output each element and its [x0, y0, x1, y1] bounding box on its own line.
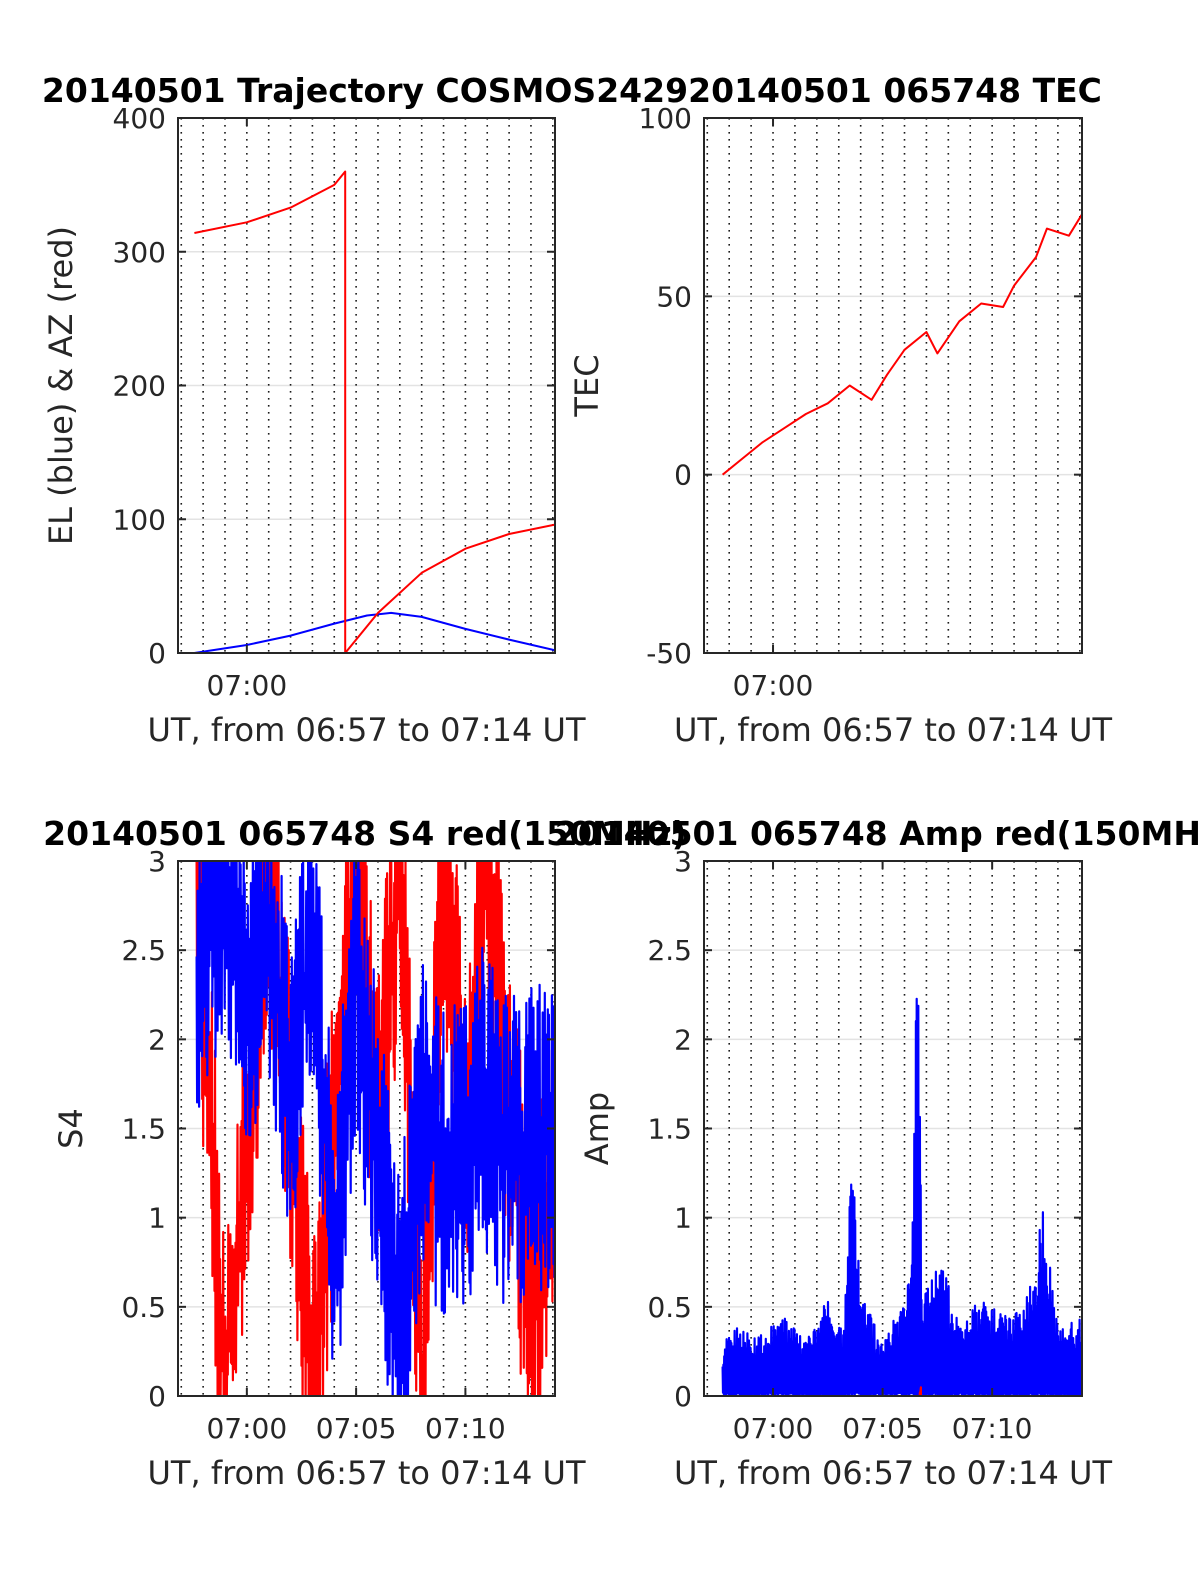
series-line-red-150mhz-: [918, 1386, 922, 1396]
y-tick-label: 400: [113, 102, 166, 135]
y-tick-label: 3: [674, 845, 692, 878]
y-tick-label: 2: [674, 1023, 692, 1056]
chart-title: 20140501 065748 S4 red(150MHz): [43, 814, 687, 853]
y-tick-label: 100: [113, 503, 166, 536]
y-tick-label: 1: [148, 1202, 166, 1235]
series-group: [721, 213, 1082, 476]
x-tick-label: 07:10: [952, 1412, 1033, 1445]
chart-panel-s4: 20140501 065748 S4 red(150MHz) 0 0.5 1 1.5 2 2…: [43, 814, 687, 1492]
x-tick-label: 07:05: [842, 1412, 923, 1445]
chart-panel-trajectory: 20140501 Trajectory COSMOS2429 0 100 200 300…: [42, 71, 688, 749]
series-line-tec: [721, 213, 1082, 476]
x-axis-label: UT, from 06:57 to 07:14 UT: [148, 1454, 586, 1492]
x-tick-label: 07:00: [733, 1412, 814, 1445]
series-group: [194, 170, 555, 653]
x-axis-label: UT, from 06:57 to 07:14 UT: [674, 711, 1112, 749]
y-tick-label: 0.5: [121, 1291, 166, 1324]
chart-title: 20140501 065748 TEC: [688, 71, 1102, 110]
series-group: [721, 997, 1082, 1396]
y-tick-label: 50: [656, 280, 692, 313]
x-tick-label: 07:05: [316, 1412, 397, 1445]
x-axis-label: UT, from 06:57 to 07:14 UT: [674, 1454, 1112, 1492]
x-tick-label: 07:00: [206, 1412, 287, 1445]
x-tick-label: 07:10: [425, 1412, 506, 1445]
chart-title: 20140501 065748 Amp red(150MHz): [555, 814, 1200, 853]
y-tick-label: 200: [113, 370, 166, 403]
y-tick-label: 300: [113, 236, 166, 269]
y-tick-label: 100: [639, 102, 692, 135]
x-tick-label: 07:00: [733, 669, 814, 702]
series-line-az: [194, 170, 555, 653]
plot-frame: [703, 117, 1083, 654]
y-tick-label: 0: [148, 637, 166, 670]
chart-panel-amp: 20140501 065748 Amp red(150MHz) 0 0.5 1 1.5 2…: [555, 814, 1200, 1492]
y-tick-label: 1.5: [647, 1113, 692, 1146]
series-group: [195, 861, 555, 1396]
series-line-el: [194, 611, 555, 653]
y-tick-label: 1: [674, 1202, 692, 1235]
y-tick-label: -50: [646, 637, 692, 670]
x-tick-label: 07:00: [206, 669, 287, 702]
y-tick-label: 3: [148, 845, 166, 878]
series-line-blue: [195, 861, 555, 1396]
y-tick-label: 2.5: [121, 934, 166, 967]
y-axis-label: TEC: [568, 354, 606, 417]
y-tick-label: 0.5: [647, 1291, 692, 1324]
y-tick-label: 0: [148, 1380, 166, 1413]
x-axis-label: UT, from 06:57 to 07:14 UT: [148, 711, 586, 749]
y-tick-label: 2.5: [647, 934, 692, 967]
chart-panel-tec: 20140501 065748 TEC -50 0 50 100 07:00 UT, fro…: [568, 71, 1112, 749]
y-tick-label: 1.5: [121, 1113, 166, 1146]
y-axis-label: EL (blue) & AZ (red): [42, 226, 80, 545]
series-line-blue: [721, 997, 1082, 1396]
y-axis-label: Amp: [578, 1092, 616, 1165]
chart-title: 20140501 Trajectory COSMOS2429: [42, 71, 688, 110]
y-axis-label: S4: [52, 1108, 90, 1149]
y-tick-label: 2: [148, 1023, 166, 1056]
y-tick-label: 0: [674, 1380, 692, 1413]
y-tick-label: 0: [674, 459, 692, 492]
